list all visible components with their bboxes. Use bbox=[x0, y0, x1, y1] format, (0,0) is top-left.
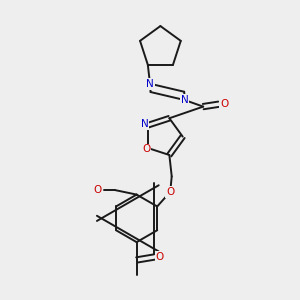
Text: N: N bbox=[181, 95, 189, 105]
Text: O: O bbox=[142, 145, 150, 154]
Text: O: O bbox=[166, 187, 174, 197]
Text: O: O bbox=[220, 99, 228, 109]
Text: O: O bbox=[156, 252, 164, 262]
Text: N: N bbox=[141, 119, 148, 129]
Text: N: N bbox=[146, 79, 154, 89]
Text: O: O bbox=[93, 185, 101, 195]
